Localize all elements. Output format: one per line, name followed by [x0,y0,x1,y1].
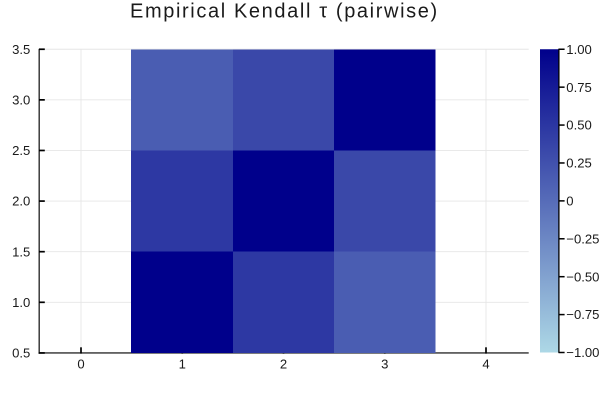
svg-text:−0.50: −0.50 [566,269,599,284]
svg-text:0.50: 0.50 [566,118,591,133]
svg-text:3.5: 3.5 [12,42,30,57]
svg-text:Empirical Kendall τ (pairwise): Empirical Kendall τ (pairwise) [130,1,439,23]
svg-text:0.5: 0.5 [12,346,30,361]
svg-text:3: 3 [381,357,388,372]
svg-text:0: 0 [77,357,84,372]
svg-text:0: 0 [566,193,573,208]
svg-text:−0.75: −0.75 [566,307,599,322]
svg-text:−1.00: −1.00 [566,345,599,360]
svg-text:2.5: 2.5 [12,143,30,158]
svg-text:1.00: 1.00 [566,42,591,57]
svg-text:−0.25: −0.25 [566,231,599,246]
svg-text:2.0: 2.0 [12,194,30,209]
svg-text:0.75: 0.75 [566,80,591,95]
svg-text:0.25: 0.25 [566,156,591,171]
svg-text:1.5: 1.5 [12,244,30,259]
svg-text:4: 4 [482,357,489,372]
svg-text:1: 1 [179,357,186,372]
svg-text:2: 2 [280,357,287,372]
svg-text:3.0: 3.0 [12,92,30,107]
svg-text:1.0: 1.0 [12,295,30,310]
